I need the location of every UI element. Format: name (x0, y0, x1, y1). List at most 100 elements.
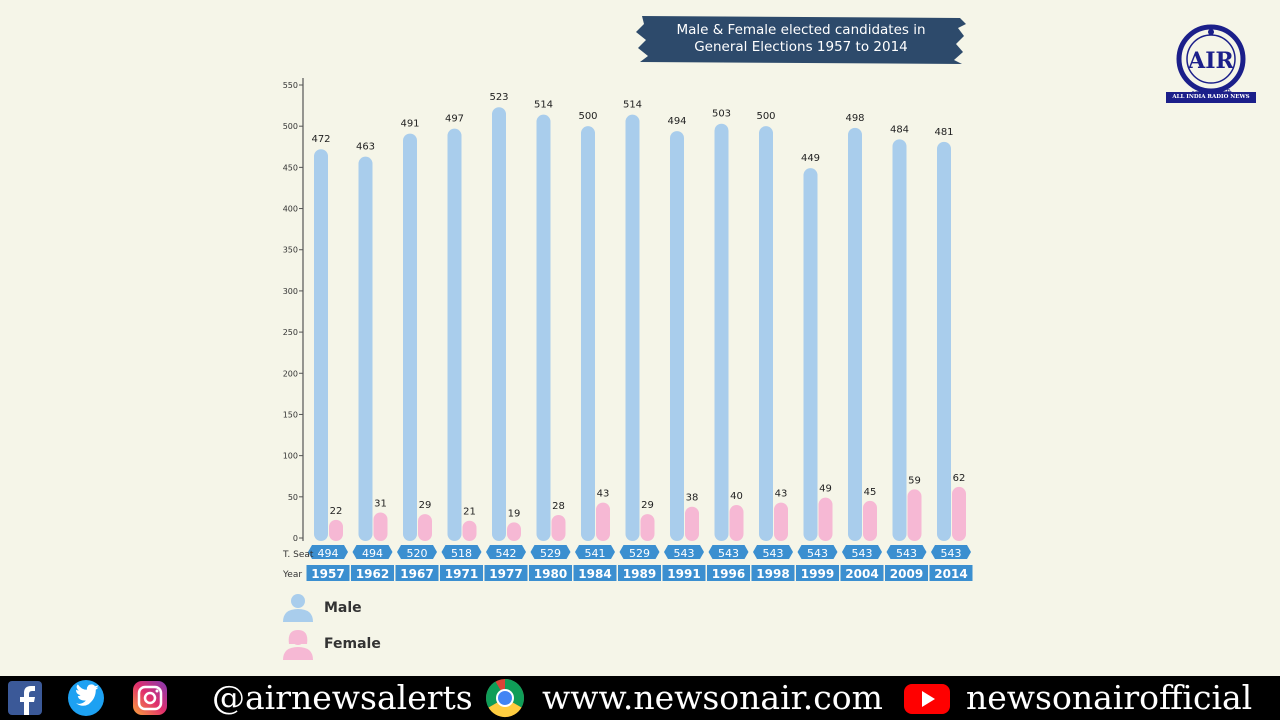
female-bar (596, 502, 610, 541)
female-bar (418, 514, 432, 541)
female-value-label: 29 (419, 500, 432, 511)
female-bar (774, 502, 788, 541)
female-bar (729, 505, 744, 541)
total-seat-value: 543 (674, 547, 695, 560)
year-tick-label: 2004 (845, 567, 878, 581)
female-value-label: 21 (463, 507, 476, 518)
female-value-label: 31 (374, 498, 387, 509)
male-bar (403, 133, 417, 541)
y-tick-label: 500 (283, 122, 298, 131)
year-tick-label: 1980 (534, 567, 567, 581)
female-person-icon (283, 630, 313, 660)
male-value-label: 498 (845, 113, 864, 124)
total-seat-box (530, 545, 571, 559)
male-bar (670, 131, 684, 541)
male-value-label: 500 (756, 111, 775, 122)
female-bar (640, 514, 655, 541)
footer-bar: @airnewsalerts www.newsonair.com newsona… (0, 676, 1280, 720)
total-seat-value: 543 (852, 547, 873, 560)
male-bar (492, 107, 506, 541)
male-value-label: 523 (489, 92, 508, 103)
total-seat-box (886, 545, 927, 559)
total-seat-box (753, 545, 793, 559)
total-seat-row: 494 494 520 518 542 529 541 529 543 543 543 543 543 5… (308, 545, 971, 560)
total-seat-value: 543 (763, 547, 784, 560)
female-bar (907, 489, 922, 541)
female-value-label: 22 (330, 506, 343, 517)
year-box (840, 565, 884, 581)
total-seat-box (441, 545, 482, 559)
year-tick-label: 1977 (489, 567, 522, 581)
male-value-label: 503 (712, 109, 731, 120)
male-value-label: 449 (801, 153, 820, 164)
female-bar (551, 514, 566, 541)
total-seat-box (352, 545, 393, 559)
total-seat-box (931, 545, 971, 559)
year-box (529, 565, 572, 581)
youtube-channel[interactable]: newsonairofficial (966, 678, 1253, 717)
male-bar (314, 149, 328, 541)
year-tick-label: 1984 (578, 567, 611, 581)
female-bar (373, 512, 388, 541)
male-value-label: 463 (356, 142, 375, 153)
year-box (306, 565, 350, 581)
banner-shape (636, 16, 966, 64)
website-link[interactable]: www.newsonair.com (542, 678, 883, 717)
year-tick-label: 1957 (311, 567, 344, 581)
year-box (484, 565, 528, 581)
male-bar (848, 127, 862, 541)
male-bar (536, 114, 551, 541)
male-bar (759, 126, 773, 541)
female-value-label: 43 (597, 489, 610, 500)
total-seat-value: 542 (496, 547, 517, 560)
y-tick-label: 150 (283, 410, 298, 419)
year-tick-label: 1998 (756, 567, 789, 581)
instagram-icon[interactable] (130, 676, 170, 720)
total-seat-value: 543 (807, 547, 828, 560)
chart-title: Male & Female elected candidates in Gene… (636, 22, 966, 56)
legend-female-label: Female (324, 636, 381, 652)
year-box (662, 565, 706, 581)
male-value-label: 494 (667, 116, 686, 127)
y-tick-label: 100 (283, 452, 298, 461)
logo-caption: ALL INDIA RADIO NEWS (1166, 92, 1256, 103)
chrome-icon[interactable] (484, 676, 526, 720)
female-bar (818, 497, 833, 541)
female-value-label: 45 (864, 487, 877, 498)
female-value-label: 29 (641, 500, 654, 511)
total-seat-box (486, 545, 526, 559)
y-axis: 0 50 100 150 200 250 300 350 400 450 500 550 (283, 78, 304, 543)
year-tick-label: 1967 (400, 567, 433, 581)
female-bar (462, 520, 477, 541)
total-seat-value: 541 (585, 547, 606, 560)
male-value-label: 497 (445, 114, 464, 125)
female-value-label: 43 (775, 489, 788, 500)
twitter-icon[interactable] (66, 676, 106, 720)
youtube-icon[interactable] (902, 676, 952, 720)
male-bar (892, 139, 907, 542)
year-box (573, 565, 617, 581)
female-bar (685, 506, 699, 541)
y-tick-label: 350 (283, 246, 298, 255)
facebook-icon[interactable] (6, 676, 44, 720)
twitter-handle[interactable]: @airnewsalerts (212, 678, 473, 717)
total-seat-value: 529 (629, 547, 650, 560)
female-value-label: 38 (686, 493, 699, 504)
male-bar (803, 168, 818, 542)
total-seat-label: T. Seat (282, 550, 314, 560)
total-seat-box (664, 545, 704, 559)
year-box (395, 565, 439, 581)
year-tick-label: 1971 (445, 567, 478, 581)
total-seat-value: 543 (941, 547, 962, 560)
total-seat-box (619, 545, 660, 559)
year-box (440, 565, 483, 581)
y-tick-label: 400 (283, 205, 298, 214)
female-value-label: 49 (819, 484, 832, 495)
male-value-label: 484 (890, 124, 909, 135)
year-row: 1957 1962 1967 1971 1977 1980 1984 1989 1991 1996… (306, 565, 973, 581)
female-value-label: 19 (508, 508, 521, 519)
year-box (885, 565, 928, 581)
female-value-label: 28 (552, 501, 565, 512)
